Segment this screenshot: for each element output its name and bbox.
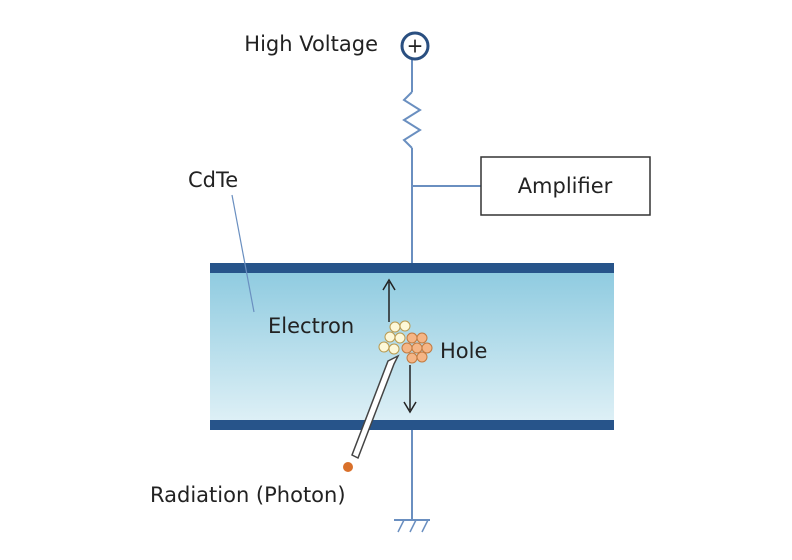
ground-hatch [397, 519, 429, 533]
photon [343, 462, 353, 472]
arrow-head [403, 401, 417, 414]
arrow-head [382, 278, 396, 291]
cdte-label: CdTe [188, 168, 238, 192]
resistor [402, 91, 422, 149]
top-electrode [210, 263, 614, 273]
electron-label: Electron [268, 314, 354, 338]
amplifier-label: Amplifier [518, 174, 613, 198]
plus-sign: + [407, 34, 424, 58]
holes [401, 332, 433, 364]
photon-arrow [351, 354, 400, 460]
hole-label: Hole [440, 339, 487, 363]
high-voltage-label: High Voltage [244, 32, 378, 56]
leader-line [231, 194, 255, 313]
radiation-label: Radiation (Photon) [150, 483, 346, 507]
amplifier-box [480, 156, 651, 216]
electrons [378, 320, 411, 355]
terminal [400, 31, 430, 61]
bottom-electrode [210, 420, 614, 430]
